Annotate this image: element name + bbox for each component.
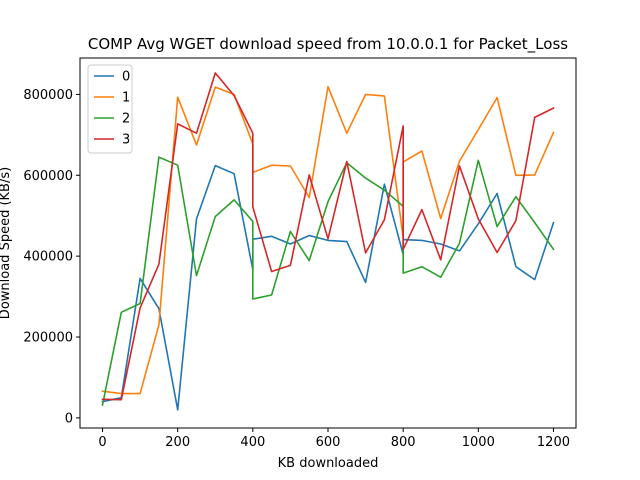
x-tick-label: 1200 <box>537 435 570 450</box>
chart-title: COMP Avg WGET download speed from 10.0.0… <box>88 35 568 54</box>
legend-label-3: 3 <box>122 133 130 148</box>
y-tick-label: 800000 <box>23 88 73 103</box>
x-axis-label: KB downloaded <box>278 456 379 471</box>
legend-label-2: 2 <box>122 112 130 127</box>
x-tick-label: 400 <box>240 435 265 450</box>
plot-series <box>101 72 555 411</box>
y-tick-label: 0 <box>65 411 73 426</box>
legend-box <box>87 64 133 154</box>
y-tick-label: 200000 <box>23 331 73 346</box>
x-tick-label: 0 <box>98 435 106 450</box>
x-tick-label: 1000 <box>462 435 495 450</box>
x-tick-label: 600 <box>316 435 341 450</box>
legend-label-1: 1 <box>122 91 130 106</box>
series-line-3 <box>101 72 555 401</box>
y-axis-ticks: 0 200000 400000 600000 800000 <box>23 88 80 426</box>
x-axis-ticks: 0 200 400 600 800 1000 1200 <box>98 428 570 450</box>
y-tick-label: 600000 <box>23 169 73 184</box>
series-line-1 <box>101 85 555 395</box>
series-line-2 <box>101 156 555 406</box>
x-tick-label: 800 <box>391 435 416 450</box>
series-line-0 <box>101 164 555 411</box>
y-tick-label: 400000 <box>23 250 73 265</box>
legend: 0 1 2 3 <box>87 64 133 154</box>
y-axis-label: Download Speed (KB/s) <box>0 167 13 319</box>
legend-label-0: 0 <box>122 70 130 85</box>
x-tick-label: 200 <box>165 435 190 450</box>
